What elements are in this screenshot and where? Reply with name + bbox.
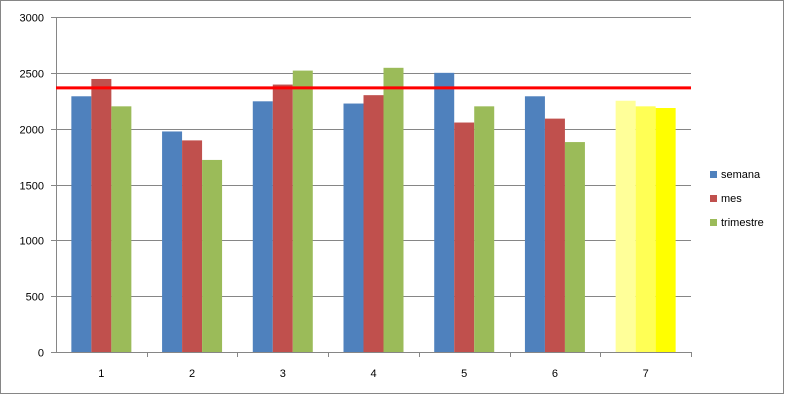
bar-semana-4	[343, 103, 364, 353]
y-tick-label: 2000	[20, 125, 44, 137]
bar-mes-2	[182, 140, 203, 352]
legend-label-trimestre: trimestre	[721, 217, 764, 229]
y-tick-label: 1500	[20, 181, 44, 193]
bar-mes-3	[272, 84, 293, 352]
y-tick-label: 500	[26, 292, 44, 304]
bars	[71, 67, 676, 353]
x-tick-label: 1	[98, 368, 104, 380]
bar-semana-5	[434, 72, 455, 352]
bar-mes-6	[544, 118, 565, 352]
bar-trimestre-7	[655, 108, 676, 352]
bar-trimestre-4	[383, 67, 404, 352]
legend: semana mes trimestre	[710, 169, 764, 229]
x-tick-label: 7	[643, 368, 649, 380]
legend-swatch-semana	[710, 171, 717, 178]
x-tick-labels: 1 2 3 4 5 6 7	[98, 368, 648, 380]
bar-mes-4	[363, 95, 384, 353]
bar-trimestre-3	[292, 70, 313, 352]
y-tick-label: 3000	[20, 13, 44, 25]
x-tick-label: 2	[189, 368, 195, 380]
bar-mes-5	[454, 122, 475, 353]
legend-label-mes: mes	[721, 193, 742, 205]
bar-mes-7	[635, 106, 656, 352]
axes	[51, 17, 692, 357]
legend-label-semana: semana	[721, 169, 761, 181]
legend-swatch-trimestre	[710, 219, 717, 226]
bar-semana-1	[71, 96, 92, 353]
bar-trimestre-6	[564, 142, 585, 352]
y-tick-label: 2500	[20, 69, 44, 81]
y-tick-label: 0	[38, 348, 44, 360]
bar-mes-1	[91, 78, 112, 352]
x-tick-label: 5	[461, 368, 467, 380]
x-tick-label: 4	[370, 368, 376, 380]
x-tick-label: 3	[280, 368, 286, 380]
bar-semana-3	[252, 101, 273, 352]
y-tick-label: 1000	[20, 236, 44, 248]
x-tick-label: 6	[552, 368, 558, 380]
bar-trimestre-1	[111, 106, 132, 352]
bar-semana-2	[162, 131, 183, 352]
bar-trimestre-5	[474, 106, 495, 352]
bar-semana-6	[524, 96, 545, 353]
legend-swatch-mes	[710, 195, 717, 202]
y-tick-labels: 0 500 1000 1500 2000 2500 3000	[20, 13, 44, 360]
bar-trimestre-2	[202, 159, 223, 352]
bar-semana-7	[615, 100, 636, 352]
